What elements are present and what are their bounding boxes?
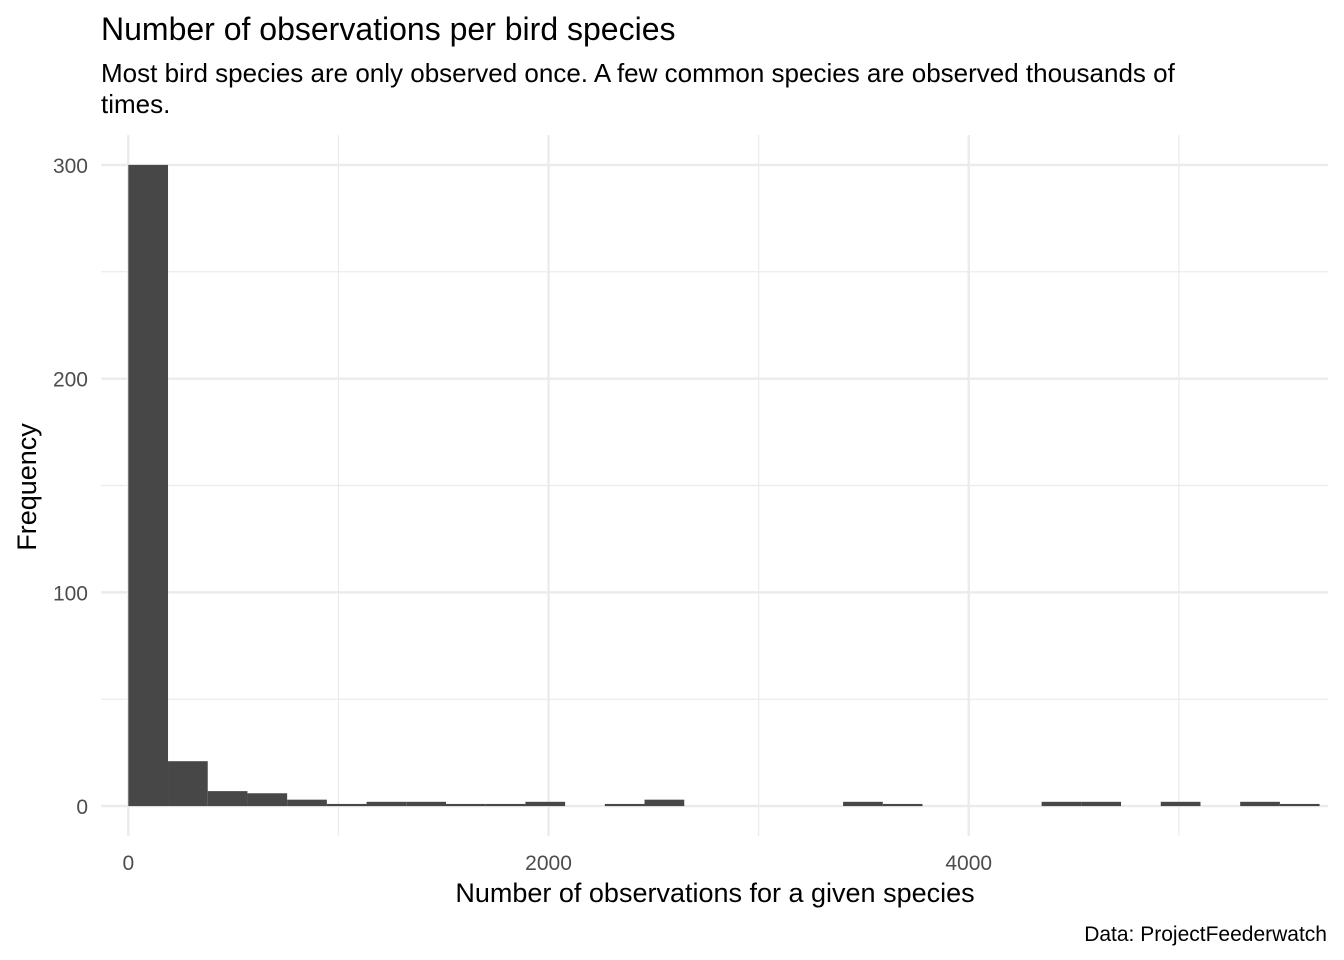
histogram-bar: [644, 799, 685, 807]
x-tick-label: 4000: [945, 852, 992, 875]
histogram-bar: [1081, 801, 1122, 807]
histogram-bar: [1041, 801, 1082, 807]
grid-layer: [101, 135, 1328, 836]
histogram-bar: [1160, 801, 1201, 807]
histogram-bar: [445, 803, 486, 807]
x-axis-ticks: 0 2000 4000: [122, 852, 992, 875]
y-tick-label: 0: [76, 796, 88, 819]
y-tick-label: 200: [53, 369, 88, 392]
histogram-bar: [525, 801, 566, 807]
y-tick-label: 100: [53, 582, 88, 605]
histogram-bar: [1279, 803, 1320, 807]
histogram-bar: [247, 793, 288, 807]
chart-subtitle: Most bird species are only observed once…: [101, 58, 1175, 119]
histogram-bar: [287, 799, 327, 807]
y-axis-ticks: 0 100 200 300: [53, 155, 88, 819]
histogram-bar: [1240, 801, 1280, 807]
histogram-bar: [843, 801, 883, 807]
histogram-bar: [207, 791, 248, 807]
histogram-bar: [406, 801, 446, 807]
histogram-bar: [326, 803, 367, 807]
histogram-bar: [485, 803, 526, 807]
bar-layer: [128, 164, 1320, 807]
histogram-bar: [882, 803, 923, 807]
y-tick-label: 300: [53, 155, 88, 178]
histogram-bar: [604, 803, 645, 807]
x-tick-label: 2000: [525, 852, 572, 875]
x-axis-title: Number of observations for a given speci…: [455, 878, 974, 908]
histogram-bar: [168, 761, 208, 807]
histogram-bar: [366, 801, 407, 807]
histogram-bar: [128, 164, 169, 807]
chart-title: Number of observations per bird species: [101, 11, 676, 47]
y-axis-title: Frequency: [12, 423, 42, 551]
chart-caption: Data: ProjectFeederwatch: [1084, 923, 1327, 946]
x-tick-label: 0: [122, 852, 134, 875]
